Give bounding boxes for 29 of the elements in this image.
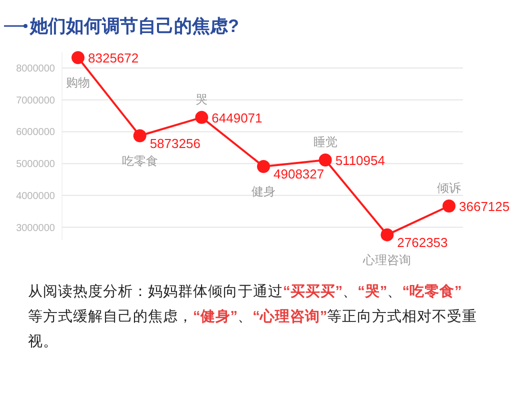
x-tick-label: 健身 — [252, 184, 276, 198]
y-tick-label: 5000000 — [16, 159, 56, 170]
data-label: 4908327 — [274, 166, 324, 182]
point — [380, 228, 394, 242]
point — [442, 200, 456, 213]
data-label: 3667125 — [459, 199, 510, 214]
y-tick-label: 6000000 — [16, 127, 56, 138]
point — [72, 51, 84, 64]
chart-title: 她们如何调节自己的焦虑? — [29, 16, 239, 36]
point — [257, 160, 270, 173]
y-tick-label: 3000000 — [16, 222, 56, 234]
x-tick-label: 哭 — [196, 92, 208, 106]
data-label: 2762353 — [397, 234, 448, 250]
text: 从阅读热度分析：妈妈群体倾向于通过“买买买”、“哭”、“吃零食”等方式缓解自己的焦虑，“健身”、“心理咨询”等正向方式相对不受重视。 — [28, 284, 478, 350]
y-tick-label: 7000000 — [16, 95, 56, 106]
y-tick-label: 4000000 — [16, 190, 56, 202]
x-tick-label: 倾诉 — [437, 181, 461, 196]
data-label: 8325672 — [88, 50, 139, 66]
data-label: 5873256 — [150, 136, 200, 151]
point — [318, 154, 332, 167]
data-label: 5110954 — [335, 153, 385, 168]
x-tick-label: 睡觉 — [313, 135, 338, 150]
y-tick-label: 8000000 — [16, 64, 56, 75]
x-tick-label: 购物 — [66, 76, 90, 90]
data-label: 6449071 — [212, 110, 262, 126]
point — [195, 110, 208, 124]
point — [133, 129, 146, 142]
x-tick-label: 心理咨询 — [362, 252, 412, 267]
x-tick-label: 吃零食 — [122, 154, 158, 168]
